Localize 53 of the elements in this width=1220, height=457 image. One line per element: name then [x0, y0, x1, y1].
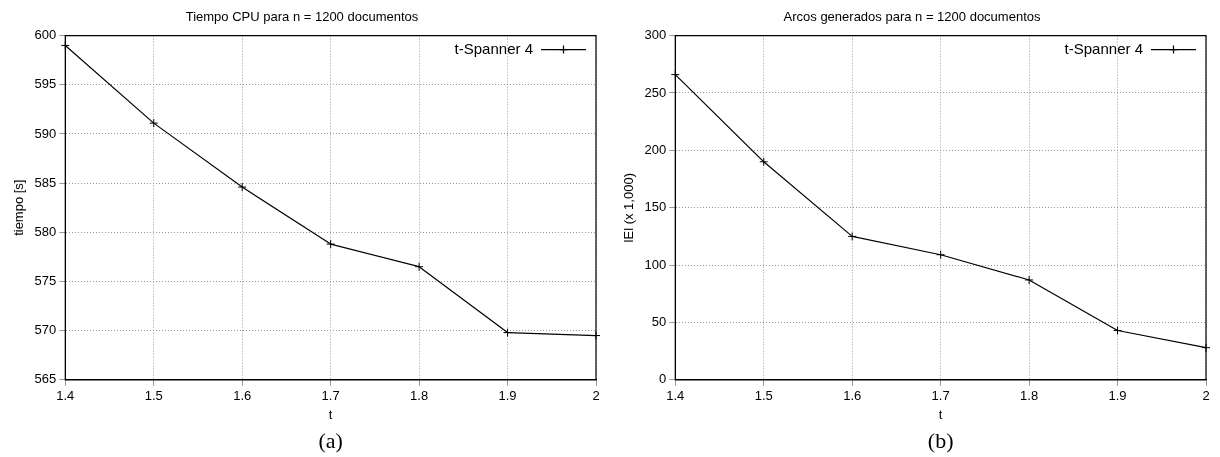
text: (a) — [318, 427, 343, 453]
y-tick-label: 590 — [34, 125, 57, 141]
y-tick-label: 575 — [34, 273, 57, 289]
legend-label: t-Spanner 4 — [1064, 39, 1143, 57]
x-tick-label: 1.7 — [321, 388, 340, 404]
point — [1113, 325, 1123, 335]
x-tick-label: 1.6 — [233, 388, 252, 404]
y-tick-label: 570 — [34, 322, 57, 338]
point — [670, 70, 680, 80]
x-tick-label: 1.9 — [498, 388, 517, 404]
point — [414, 262, 424, 272]
y-tick-label: 200 — [644, 141, 667, 157]
x-axis-title: t — [328, 406, 333, 422]
point — [1201, 343, 1211, 353]
x-tick-label: 1.4 — [56, 388, 75, 404]
y-tick-label: 250 — [644, 84, 667, 100]
y-tick-label: 0 — [659, 371, 667, 387]
x-axis-title: t — [938, 406, 943, 422]
chart-title: Arcos generados para n = 1200 documentos — [783, 9, 1041, 25]
x-tick-label: 1.4 — [666, 388, 685, 404]
x-tick-label: 1.8 — [1020, 388, 1039, 404]
point — [591, 331, 601, 341]
y-tick-label: 585 — [34, 174, 57, 190]
x-tick-label: 1.9 — [1108, 388, 1127, 404]
x-tick-label: 2 — [592, 388, 600, 404]
x-tick-label: 1.5 — [754, 388, 773, 404]
point — [503, 328, 513, 338]
point — [326, 239, 336, 249]
y-tick-label: 595 — [34, 76, 57, 92]
y-axis-title: tiempo [s] — [11, 179, 27, 236]
point — [936, 250, 946, 260]
x-tick-label: 2 — [1202, 388, 1210, 404]
y-tick-label: 100 — [644, 256, 667, 272]
point — [149, 118, 159, 128]
y-tick-label: 50 — [651, 314, 667, 330]
x-tick-label: 1.8 — [410, 388, 429, 404]
x-tick-label: 1.5 — [144, 388, 163, 404]
y-tick-label: 300 — [644, 27, 667, 43]
y-axis-title: lEl (x 1,000) — [621, 173, 637, 243]
y-tick-label: 600 — [34, 27, 57, 43]
y-tick-label: 565 — [34, 371, 57, 387]
point — [237, 182, 247, 192]
y-tick-label: 150 — [644, 199, 667, 215]
legend-label: t-Spanner 4 — [454, 39, 533, 57]
point — [60, 40, 70, 50]
x-tick-label: 1.7 — [931, 388, 950, 404]
text: (b) — [927, 427, 954, 453]
y-tick-label: 580 — [34, 223, 57, 239]
point — [759, 157, 769, 167]
point — [847, 231, 857, 241]
chart-title: Tiempo CPU para n = 1200 documentos — [185, 9, 419, 25]
point — [1024, 275, 1034, 285]
x-tick-label: 1.6 — [843, 388, 862, 404]
